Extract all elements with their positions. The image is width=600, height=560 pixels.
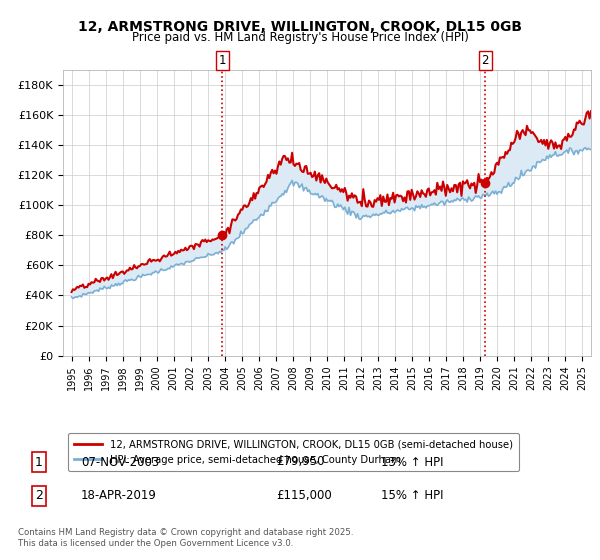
- Text: 07-NOV-2003: 07-NOV-2003: [81, 455, 159, 469]
- Text: 12, ARMSTRONG DRIVE, WILLINGTON, CROOK, DL15 0GB: 12, ARMSTRONG DRIVE, WILLINGTON, CROOK, …: [78, 20, 522, 34]
- Text: 15% ↑ HPI: 15% ↑ HPI: [381, 489, 443, 502]
- Text: Price paid vs. HM Land Registry's House Price Index (HPI): Price paid vs. HM Land Registry's House …: [131, 31, 469, 44]
- Legend: 12, ARMSTRONG DRIVE, WILLINGTON, CROOK, DL15 0GB (semi-detached house), HPI: Ave: 12, ARMSTRONG DRIVE, WILLINGTON, CROOK, …: [68, 433, 519, 472]
- Text: 2: 2: [481, 54, 489, 67]
- Text: 13% ↑ HPI: 13% ↑ HPI: [381, 455, 443, 469]
- Text: 2: 2: [35, 489, 43, 502]
- Text: Contains HM Land Registry data © Crown copyright and database right 2025.
This d: Contains HM Land Registry data © Crown c…: [18, 528, 353, 548]
- Text: £115,000: £115,000: [276, 489, 332, 502]
- Text: £79,950: £79,950: [276, 455, 325, 469]
- Text: 1: 1: [218, 54, 226, 67]
- Text: 1: 1: [35, 455, 43, 469]
- Text: 18-APR-2019: 18-APR-2019: [81, 489, 157, 502]
